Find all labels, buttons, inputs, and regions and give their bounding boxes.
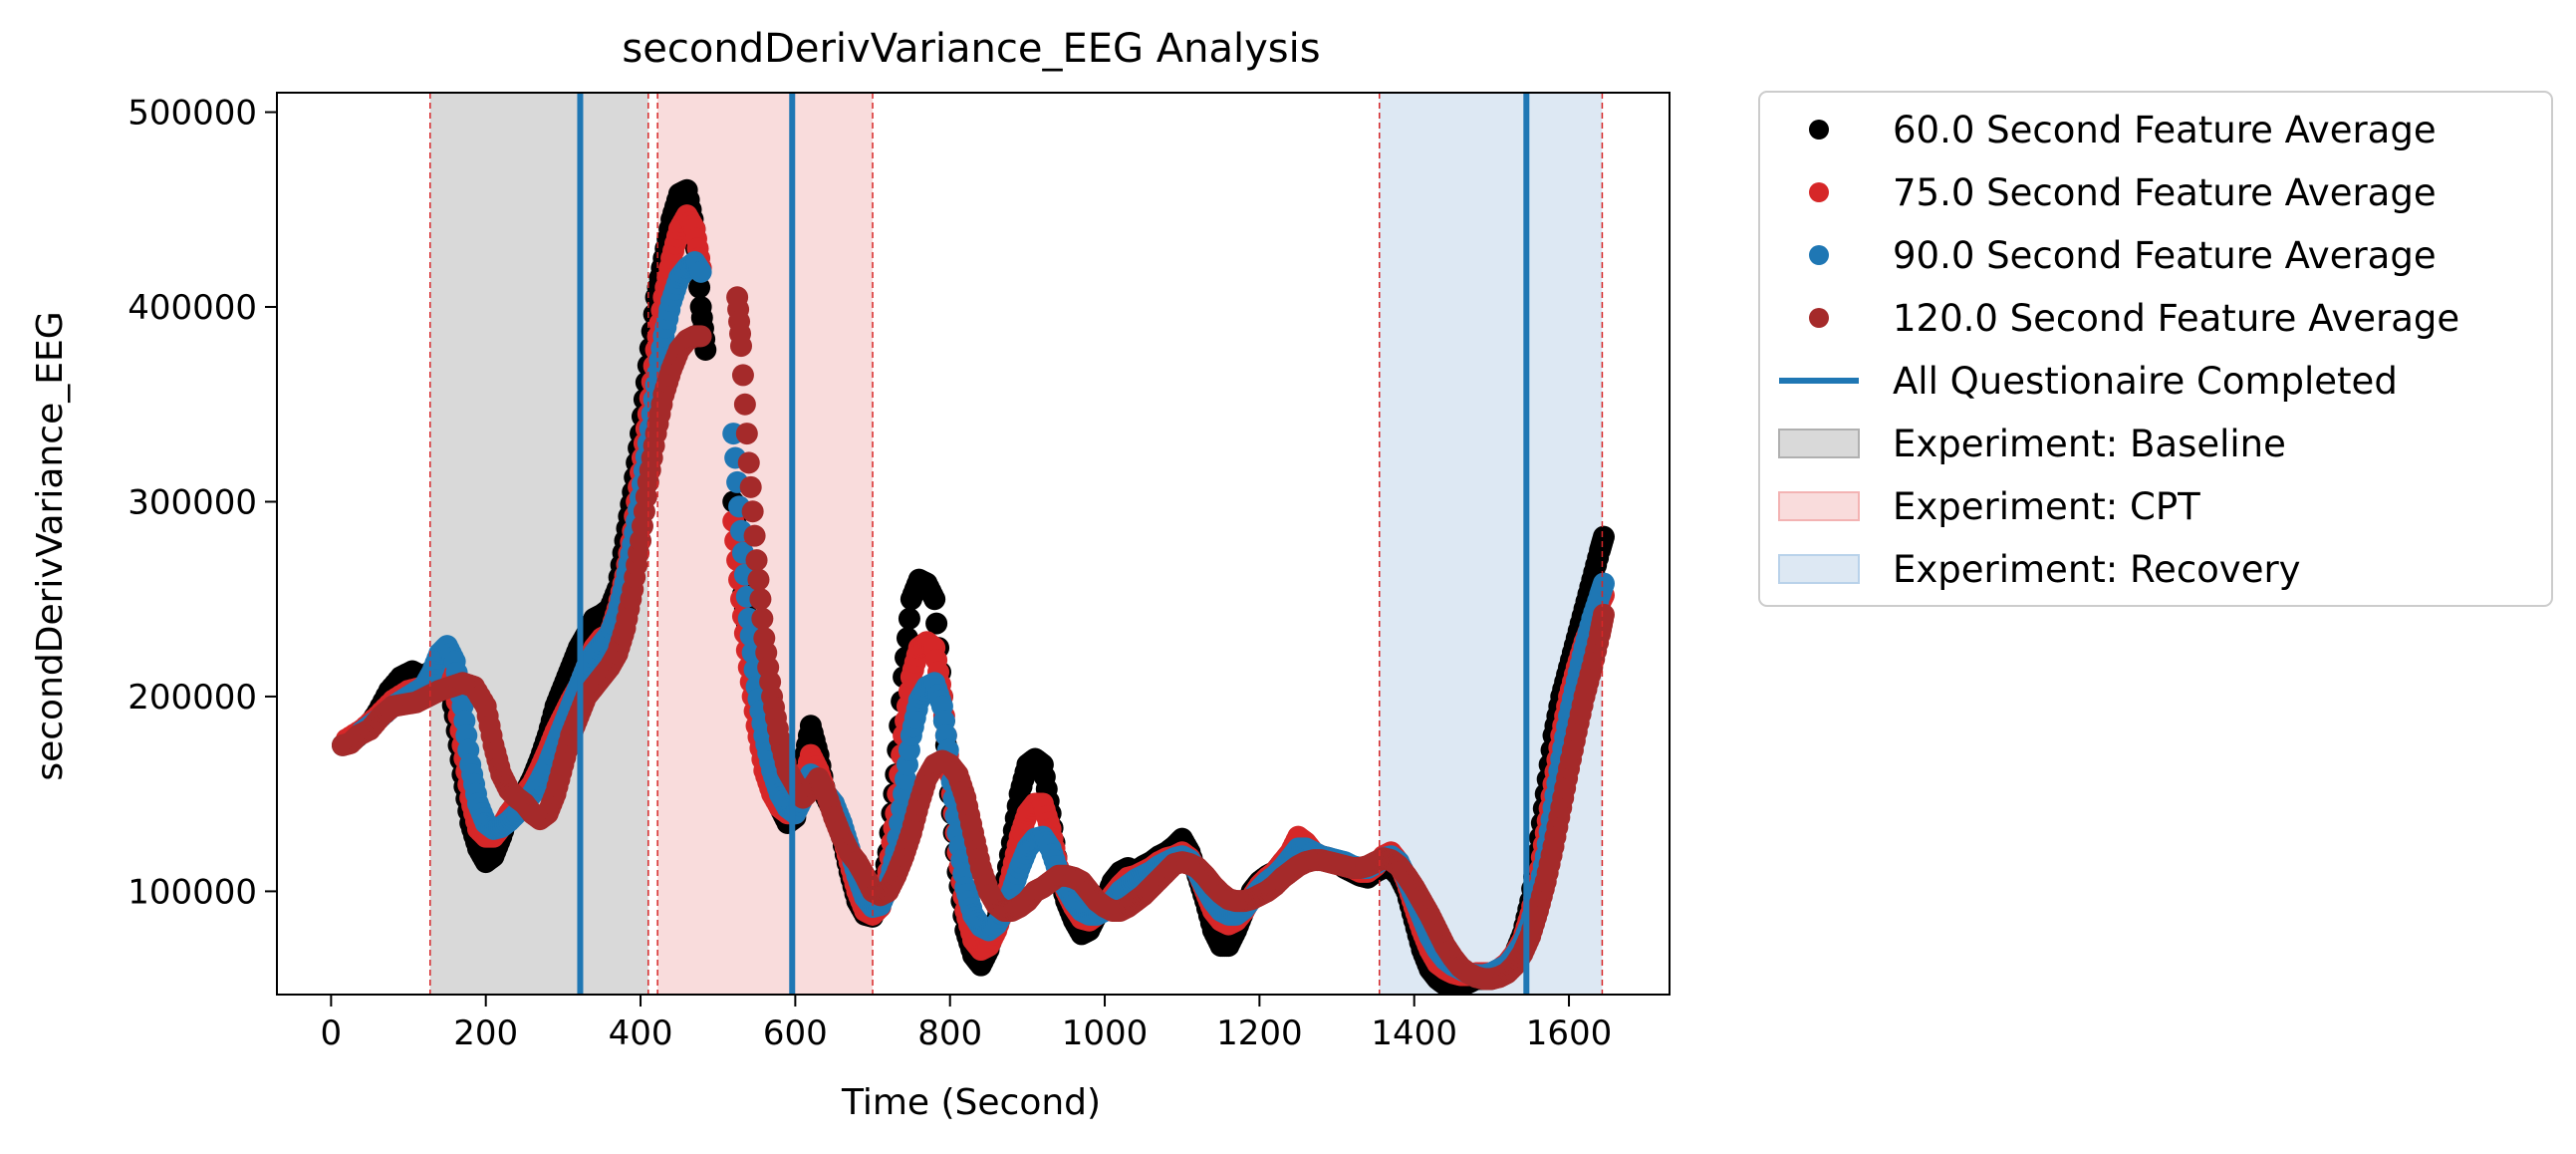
- data-point: [741, 500, 764, 523]
- x-tick-label: 0: [321, 1013, 343, 1053]
- legend-entry-experiment-baseline: Experiment: Baseline: [1778, 423, 2286, 465]
- data-point: [925, 612, 948, 635]
- legend-marker: [1809, 120, 1829, 140]
- legend: 60.0 Second Feature Average 75.0 Second F…: [1758, 91, 2553, 607]
- y-tick-label: 400000: [128, 288, 257, 328]
- data-point: [743, 524, 766, 547]
- plot-frame: [276, 92, 1671, 996]
- x-tick-label: 1200: [1216, 1013, 1303, 1053]
- legend-label: Experiment: Recovery: [1893, 548, 2301, 591]
- x-axis-label: Time (Second): [841, 1082, 1101, 1123]
- legend-marker: [1809, 182, 1829, 202]
- chart-title: secondDerivVariance_EEG Analysis: [622, 26, 1320, 72]
- legend-items: 60.0 Second Feature Average 75.0 Second F…: [1778, 109, 2459, 591]
- data-point: [739, 475, 762, 498]
- y-axis-ticks: 100000 200000 300000 400000 500000: [128, 94, 277, 912]
- legend-entry-75-0-second-feature-average: 75.0 Second Feature Average: [1809, 171, 2437, 214]
- data-point: [751, 607, 774, 630]
- x-tick-label: 400: [609, 1013, 673, 1053]
- legend-label: 120.0 Second Feature Average: [1893, 297, 2459, 340]
- y-axis-label: secondDerivVariance_EEG: [30, 311, 71, 780]
- legend-marker: [1809, 308, 1829, 328]
- x-tick-label: 600: [763, 1013, 828, 1053]
- y-tick-label: 500000: [128, 94, 257, 134]
- x-tick-label: 1400: [1371, 1013, 1457, 1053]
- x-tick-label: 1600: [1526, 1013, 1613, 1053]
- legend-label: 75.0 Second Feature Average: [1893, 171, 2437, 214]
- data-point: [733, 393, 756, 416]
- dashed-boundary-layer: [429, 93, 1604, 995]
- legend-label: 90.0 Second Feature Average: [1893, 234, 2437, 277]
- data-point: [745, 549, 768, 572]
- x-tick-label: 800: [917, 1013, 982, 1053]
- legend-entry-experiment-cpt: Experiment: CPT: [1778, 485, 2200, 528]
- data-point: [689, 325, 712, 348]
- data-point: [1592, 603, 1615, 626]
- legend-entry-120-0-second-feature-average: 120.0 Second Feature Average: [1809, 297, 2459, 340]
- legend-marker: [1809, 245, 1829, 265]
- data-point: [689, 260, 712, 283]
- legend-marker: [1778, 491, 1860, 521]
- legend-entry-60-0-second-feature-average: 60.0 Second Feature Average: [1809, 109, 2437, 151]
- y-tick-label: 200000: [128, 678, 257, 718]
- data-point: [898, 607, 920, 630]
- legend-entry-experiment-recovery: Experiment: Recovery: [1778, 548, 2301, 591]
- data-point: [1592, 572, 1615, 595]
- data-point: [749, 588, 772, 611]
- legend-label: All Questionaire Completed: [1893, 360, 2398, 403]
- legend-label: 60.0 Second Feature Average: [1893, 109, 2437, 151]
- data-point: [923, 588, 946, 611]
- region-recovery: [1379, 93, 1603, 995]
- legend-box: [1758, 91, 2553, 607]
- legend-label: Experiment: Baseline: [1893, 423, 2286, 465]
- x-axis-ticks: 0 200 400 600 800 1000 1200 1400 1600: [321, 995, 1613, 1053]
- data-point: [747, 568, 770, 591]
- y-tick-label: 300000: [128, 482, 257, 522]
- data-point: [1592, 525, 1615, 548]
- x-tick-label: 1000: [1062, 1013, 1149, 1053]
- data-point: [735, 423, 758, 445]
- legend-marker: [1778, 554, 1860, 584]
- legend-label: Experiment: CPT: [1893, 485, 2200, 528]
- x-tick-label: 200: [453, 1013, 518, 1053]
- data-point: [737, 451, 760, 474]
- questionnaire-lines-layer: [577, 93, 1530, 995]
- data-point: [730, 335, 752, 358]
- data-point: [731, 364, 754, 387]
- legend-entry-all-questionaire-completed: All Questionaire Completed: [1779, 360, 2398, 403]
- legend-marker: [1778, 429, 1860, 458]
- legend-entry-90-0-second-feature-average: 90.0 Second Feature Average: [1809, 234, 2437, 277]
- y-tick-label: 100000: [128, 872, 257, 912]
